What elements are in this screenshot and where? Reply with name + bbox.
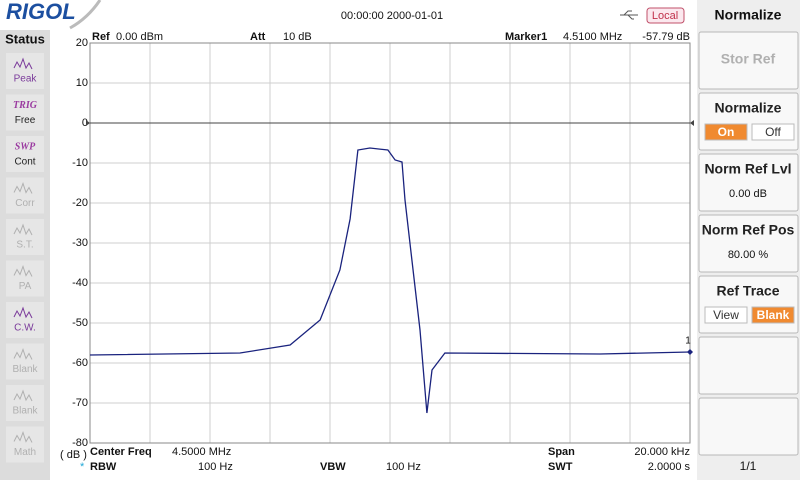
status-label: Math [14,447,36,458]
vbw-value: 100 Hz [386,461,421,473]
softkey-label: Norm Ref Lvl [704,161,791,177]
marker-label: Marker1 [505,31,547,43]
status-item[interactable] [6,136,44,172]
status-label: PA [19,281,32,292]
status-top: TRIG [13,100,38,111]
status-icon [13,431,33,443]
softkey-option-label: Off [765,125,781,139]
span-value: 20.000 kHz [634,446,690,458]
softkey-option[interactable] [751,123,795,141]
status-label: Blank [12,406,38,417]
softkey[interactable] [698,336,799,395]
rbw-label: RBW [90,461,117,473]
status-item[interactable] [6,426,44,463]
softkey-label: Stor Ref [721,51,776,67]
softkey[interactable] [698,153,799,212]
status-title: Status [5,31,45,46]
status-label: Peak [14,74,38,85]
swt-value: 2.0000 s [648,461,691,473]
marker-id: 1 [685,336,691,347]
status-icon [13,389,33,402]
status-item[interactable] [6,53,44,89]
y-tick-label: -50 [72,317,88,329]
datetime: 00:00:00 2000-01-01 [341,10,443,22]
status-label: Free [15,115,36,126]
vbw-label: VBW [320,461,346,473]
y-tick-label: -20 [72,197,88,209]
plot-border [89,42,691,444]
status-item[interactable] [6,219,44,255]
softkey-label: Ref Trace [716,283,779,299]
status-label: Cont [14,157,35,168]
softkey-option-label: View [713,308,739,322]
status-icon [13,182,33,194]
status-top: SWP [15,141,36,152]
local-badge [646,7,685,24]
marker-level: -57.79 dB [642,31,690,43]
y-tick-label: -30 [72,237,88,249]
marker-freq: 4.5100 MHz [563,31,622,43]
status-item[interactable] [6,94,44,131]
softkey[interactable] [698,31,799,90]
ref-label: Ref [92,31,110,43]
status-label: Corr [15,198,35,209]
y-tick-label: -70 [72,397,88,409]
y-tick-label: -40 [72,277,88,289]
status-item[interactable] [6,177,44,214]
logo: RIGOL [6,0,76,24]
y-unit: ( dB ) [60,449,87,461]
y-tick-label: 10 [76,77,88,89]
mode: Local [652,10,678,22]
rbw-value: 100 Hz [198,461,233,473]
status-item[interactable] [6,260,44,297]
y-tick-label: -60 [72,357,88,369]
rbw-flag: * [80,461,85,473]
span-label: Span [548,446,575,458]
trace [89,147,691,414]
status-item[interactable] [6,302,44,338]
swt-label: SWT [548,461,573,473]
status-icon [13,223,33,236]
softkey-label: Normalize [715,100,782,116]
status-label: S.T. [16,240,33,251]
status-icon [13,306,33,319]
softkey[interactable] [698,214,799,273]
y-tick-label: -80 [72,437,88,449]
softkey-option[interactable] [751,306,795,324]
status-icon [13,265,33,277]
marker-point [687,349,693,355]
center-label: Center Freq [90,446,152,458]
y-tick-label: -10 [72,157,88,169]
softkey[interactable] [698,397,799,456]
status-item[interactable] [6,385,44,421]
y-tick-label: 0 [82,117,88,129]
softkey-value: 0.00 dB [729,188,767,200]
softkey-title: Normalize [715,7,782,23]
att-value: 10 dB [283,31,312,43]
softkey-option[interactable] [704,123,748,141]
softkey-page: 1/1 [740,459,757,473]
softkey-label: Norm Ref Pos [702,222,795,238]
center-value: 4.5000 MHz [172,446,231,458]
ref-value: 0.00 dBm [116,31,163,43]
logo-swoosh [69,0,102,30]
softkey-option-label: On [718,125,735,139]
softkey-option-label: Blank [757,308,790,322]
softkey-option[interactable] [704,306,748,324]
usb-icon [620,10,638,20]
status-label: C.W. [14,323,36,334]
softkey-value: 80.00 % [728,249,769,261]
att-label: Att [250,31,266,43]
status-icon [13,348,33,360]
y-tick-label: 20 [76,37,88,49]
status-item[interactable] [6,343,44,380]
status-label: Blank [12,364,38,375]
status-icon [13,57,33,70]
logo-box [0,0,92,28]
